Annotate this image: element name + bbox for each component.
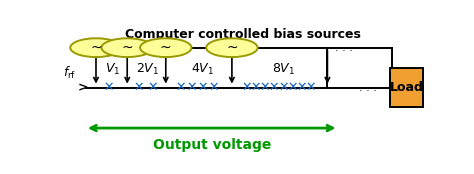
Text: ✕: ✕: [287, 81, 298, 94]
Text: $f_{\rm rf}$: $f_{\rm rf}$: [63, 65, 76, 81]
Text: $8V_1$: $8V_1$: [272, 62, 295, 77]
Text: ✕: ✕: [186, 81, 197, 94]
Text: ✕: ✕: [133, 81, 144, 94]
Text: ✕: ✕: [197, 81, 208, 94]
Text: >: >: [78, 81, 88, 94]
Text: ~: ~: [121, 41, 133, 55]
Text: ✕: ✕: [278, 81, 289, 94]
Text: ✕: ✕: [260, 81, 270, 94]
Text: . . .: . . .: [359, 83, 376, 93]
Circle shape: [140, 38, 191, 57]
Circle shape: [70, 38, 122, 57]
Text: ✕: ✕: [269, 81, 279, 94]
Text: $4V_1$: $4V_1$: [191, 62, 214, 77]
Text: Computer controlled bias sources: Computer controlled bias sources: [125, 28, 361, 41]
Text: ✕: ✕: [306, 81, 316, 94]
Text: Load: Load: [390, 81, 423, 94]
Text: $2V_1$: $2V_1$: [136, 62, 159, 77]
FancyBboxPatch shape: [390, 68, 423, 107]
Text: ~: ~: [160, 41, 172, 55]
Text: ✕: ✕: [251, 81, 261, 94]
Text: ✕: ✕: [296, 81, 307, 94]
Text: ~: ~: [90, 41, 102, 55]
Text: . . .: . . .: [335, 43, 353, 53]
Circle shape: [206, 38, 258, 57]
Text: ~: ~: [226, 41, 238, 55]
Text: $V_1$: $V_1$: [105, 62, 120, 77]
Text: ✕: ✕: [208, 81, 219, 94]
Text: ✕: ✕: [175, 81, 186, 94]
Text: ✕: ✕: [104, 81, 114, 94]
Text: ✕: ✕: [241, 81, 252, 94]
Circle shape: [101, 38, 153, 57]
Text: Output voltage: Output voltage: [153, 139, 271, 152]
Text: ✕: ✕: [148, 81, 158, 94]
